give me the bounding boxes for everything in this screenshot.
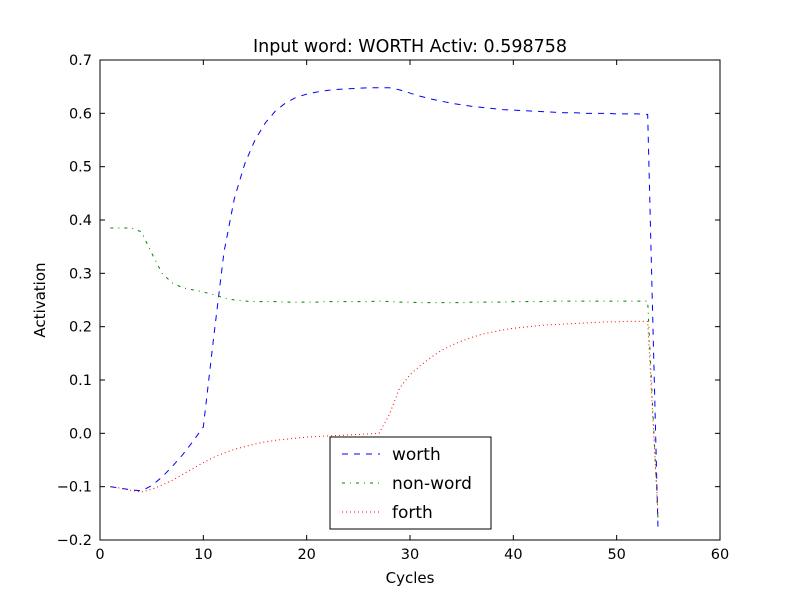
y-tick-label: 0.7 (69, 53, 92, 69)
legend-label-forth: forth (392, 503, 433, 523)
ticks-layer: 0 10 20 30 40 50 60 −0.2 −0.1 0.0 0.1 0.2 0.3 0.4 0.5 0… (57, 53, 729, 563)
x-axis-label: Cycles (386, 569, 435, 587)
x-tick-label: 40 (504, 547, 522, 563)
legend-label-non-word: non-word (392, 474, 472, 494)
chart-title: Input word: WORTH Activ: 0.598758 (253, 37, 567, 57)
x-tick-label: 30 (401, 547, 419, 563)
y-tick-label: 0.5 (69, 160, 92, 176)
series-line-worth (110, 87, 659, 530)
legend: worth non-word forth (329, 436, 492, 530)
y-axis-label: Activation (31, 262, 49, 337)
x-tick-label: 50 (607, 547, 625, 563)
y-tick-label: 0.6 (69, 106, 92, 122)
y-tick-label: 0.4 (69, 213, 92, 229)
y-tick-label: −0.2 (57, 533, 92, 549)
legend-label-worth: worth (392, 445, 441, 465)
x-tick-label: 60 (711, 547, 729, 563)
y-tick-label: −0.1 (57, 480, 92, 496)
y-tick-label: 0.2 (69, 320, 92, 336)
series-layer (110, 87, 659, 530)
y-tick-label: 0.3 (69, 266, 92, 282)
x-tick-label: 20 (297, 547, 315, 563)
y-tick-label: 0.1 (69, 373, 92, 389)
y-tick-label: 0.0 (69, 426, 92, 442)
x-tick-label: 10 (194, 547, 212, 563)
x-tick-label: 0 (95, 547, 104, 563)
